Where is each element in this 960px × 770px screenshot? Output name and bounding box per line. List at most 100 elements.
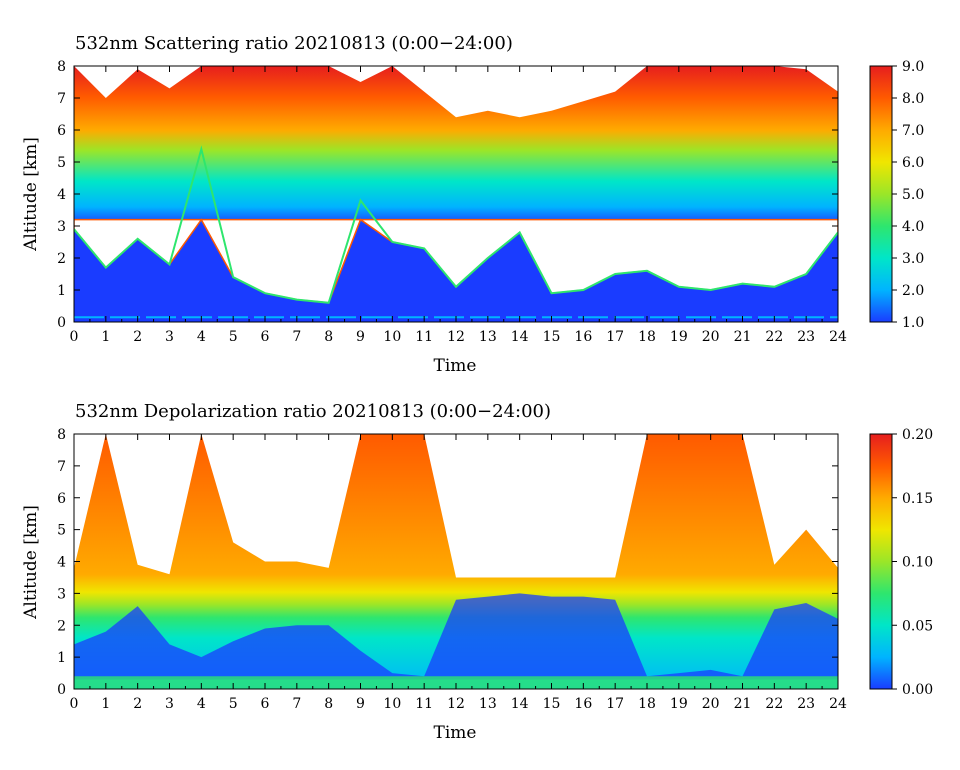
x-tick-label: 11 xyxy=(415,696,433,712)
x-tick-label: 6 xyxy=(261,696,270,712)
x-tick-label: 18 xyxy=(638,696,656,712)
x-tick-label: 6 xyxy=(261,329,270,345)
y-tick-label: 7 xyxy=(57,459,66,475)
plot-area xyxy=(73,433,839,690)
x-tick-label: 16 xyxy=(574,329,592,345)
y-tick-label: 3 xyxy=(57,219,66,235)
colorbar-tick-label: 3.0 xyxy=(902,251,924,267)
x-tick-label: 9 xyxy=(356,696,365,712)
colorbar-tick-label: 4.0 xyxy=(902,219,924,235)
x-tick-label: 17 xyxy=(606,329,624,345)
colorbar-tick-label: 8.0 xyxy=(902,91,924,107)
x-tick-label: 2 xyxy=(133,329,142,345)
x-tick-label: 15 xyxy=(543,329,561,345)
x-tick-label: 24 xyxy=(829,329,847,345)
x-tick-label: 15 xyxy=(543,696,561,712)
y-tick-label: 0 xyxy=(57,682,66,698)
x-tick-label: 14 xyxy=(511,696,529,712)
y-tick-label: 6 xyxy=(57,491,66,507)
x-tick-label: 18 xyxy=(638,329,656,345)
x-tick-label: 3 xyxy=(165,329,174,345)
y-tick-label: 0 xyxy=(57,315,66,331)
y-tick-label: 4 xyxy=(57,555,66,571)
y-axis-label: Altitude [km] xyxy=(21,137,41,252)
colorbar-tick-label: 5.0 xyxy=(902,187,924,203)
x-tick-label: 0 xyxy=(70,329,79,345)
x-tick-label: 1 xyxy=(101,696,110,712)
colorbar-tick-label: 9.0 xyxy=(902,59,924,75)
cloud-top-line xyxy=(74,145,838,304)
chart-title: 532nm Scattering ratio 20210813 (0:00−24… xyxy=(75,33,513,54)
colorbar-tick-label: 6.0 xyxy=(902,155,924,171)
y-tick-label: 5 xyxy=(57,523,66,539)
y-tick-label: 5 xyxy=(57,155,66,171)
x-tick-label: 1 xyxy=(101,329,110,345)
y-tick-label: 8 xyxy=(57,59,66,75)
x-tick-label: 23 xyxy=(797,329,815,345)
x-tick-label: 11 xyxy=(415,329,433,345)
y-tick-label: 1 xyxy=(57,650,66,666)
x-tick-label: 20 xyxy=(702,329,720,345)
x-tick-label: 24 xyxy=(829,696,847,712)
x-tick-label: 12 xyxy=(447,329,465,345)
axis-ticks: 0 1 2 3 4 5 6 7 8 9 10 11 12 13 14 15 16 17 18 19 20 21 22 23 24… xyxy=(57,427,847,712)
x-tick-label: 10 xyxy=(383,329,401,345)
chart-title: 532nm Depolarization ratio 20210813 (0:0… xyxy=(75,401,551,422)
y-axis-label: Altitude [km] xyxy=(21,505,41,620)
x-axis-label: Time xyxy=(434,723,477,743)
axis-ticks: 0 1 2 3 4 5 6 7 8 9 10 11 12 13 14 15 16 17 18 19 20 21 22 23 24… xyxy=(57,59,847,345)
y-tick-label: 6 xyxy=(57,123,66,139)
colorbar-gradient xyxy=(869,65,893,323)
x-tick-label: 2 xyxy=(133,696,142,712)
x-tick-label: 19 xyxy=(670,696,688,712)
y-tick-label: 3 xyxy=(57,586,66,602)
colorbar: 1.0 2.0 3.0 4.0 5.0 6.0 7.0 8.0 9.0 xyxy=(869,59,924,331)
x-tick-label: 5 xyxy=(229,696,238,712)
x-tick-label: 22 xyxy=(765,696,783,712)
x-tick-label: 0 xyxy=(70,696,79,712)
scattering-ratio-panel: 532nm Scattering ratio 20210813 (0:00−24… xyxy=(21,33,924,376)
x-tick-label: 19 xyxy=(670,329,688,345)
x-tick-label: 3 xyxy=(165,696,174,712)
x-tick-label: 4 xyxy=(197,329,206,345)
x-tick-label: 7 xyxy=(292,329,301,345)
y-tick-label: 4 xyxy=(57,187,66,203)
colorbar-tick-label: 0.20 xyxy=(902,427,933,443)
plot-area xyxy=(73,65,839,323)
colorbar-tick-label: 0.15 xyxy=(902,491,933,507)
y-tick-label: 8 xyxy=(57,427,66,443)
x-tick-label: 9 xyxy=(356,329,365,345)
colorbar: 0.00 0.05 0.10 0.15 0.20 xyxy=(869,427,933,698)
y-tick-label: 2 xyxy=(57,618,66,634)
x-tick-label: 13 xyxy=(479,329,497,345)
x-tick-label: 13 xyxy=(479,696,497,712)
x-axis-label: Time xyxy=(434,356,477,376)
colorbar-tick-label: 2.0 xyxy=(902,283,924,299)
y-tick-label: 7 xyxy=(57,91,66,107)
colorbar-tick-label: 0.10 xyxy=(902,555,933,571)
colorbar-tick-label: 0.05 xyxy=(902,618,933,634)
colorbar-tick-label: 7.0 xyxy=(902,123,924,139)
x-tick-label: 21 xyxy=(734,696,752,712)
x-tick-label: 8 xyxy=(324,329,333,345)
x-tick-label: 10 xyxy=(383,696,401,712)
x-tick-label: 14 xyxy=(511,329,529,345)
x-tick-label: 5 xyxy=(229,329,238,345)
x-tick-label: 8 xyxy=(324,696,333,712)
colorbar-tick-label: 0.00 xyxy=(902,682,933,698)
x-tick-label: 16 xyxy=(574,696,592,712)
x-tick-label: 23 xyxy=(797,696,815,712)
depolarization-field xyxy=(74,434,838,689)
depolarization-ratio-panel: 532nm Depolarization ratio 20210813 (0:0… xyxy=(21,401,933,743)
x-tick-label: 12 xyxy=(447,696,465,712)
colorbar-gradient xyxy=(869,433,893,690)
x-tick-label: 7 xyxy=(292,696,301,712)
x-tick-label: 4 xyxy=(197,696,206,712)
x-tick-label: 21 xyxy=(734,329,752,345)
x-tick-label: 22 xyxy=(765,329,783,345)
y-tick-label: 1 xyxy=(57,283,66,299)
y-tick-label: 2 xyxy=(57,251,66,267)
x-tick-label: 20 xyxy=(702,696,720,712)
colorbar-tick-label: 1.0 xyxy=(902,315,924,331)
